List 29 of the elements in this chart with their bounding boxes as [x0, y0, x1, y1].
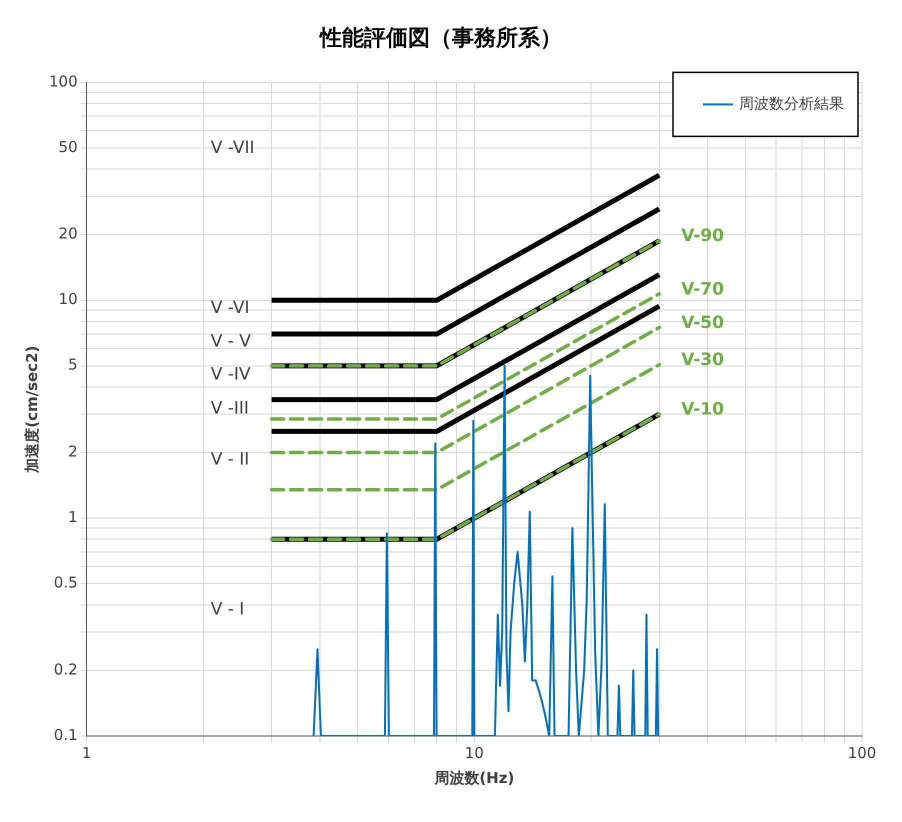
- annotation: V-70: [681, 279, 724, 300]
- x-axis-title: 周波数(Hz): [433, 768, 514, 787]
- y-tick-label: 100: [48, 72, 78, 90]
- y-tick-label: 0.5: [54, 574, 78, 592]
- y-tick-label: 2: [68, 442, 78, 460]
- annotation: V - II: [210, 450, 250, 470]
- annotation: V-50: [681, 312, 724, 333]
- y-tick-label: 0.2: [54, 660, 78, 678]
- x-tick-label: 1: [82, 744, 92, 762]
- annotation: V-90: [681, 226, 724, 246]
- annotation: V - I: [210, 599, 244, 620]
- annotation: V-10: [681, 400, 724, 420]
- y-tick-label: 50: [58, 138, 78, 156]
- annotation: V -IV: [210, 364, 251, 385]
- y-tick-label: 5: [68, 356, 78, 374]
- chart-title: 性能評価図（事務所系）: [318, 26, 562, 51]
- x-tick-label: 100: [848, 744, 876, 762]
- y-tick-label: 1: [68, 508, 78, 526]
- y-tick-label: 20: [58, 224, 78, 243]
- x-tick-label: 10: [464, 744, 484, 762]
- annotation: V -VII: [210, 138, 255, 158]
- annotation: V -III: [210, 398, 249, 419]
- y-axis-title: 加速度(cm/sec2): [22, 346, 41, 474]
- y-tick-label: 0.1: [54, 726, 78, 744]
- annotation: V - V: [210, 331, 252, 352]
- y-tick-label: 10: [58, 290, 78, 308]
- annotation: V -VI: [210, 298, 250, 318]
- annotation: V-30: [681, 350, 724, 370]
- legend-label: 周波数分析結果: [739, 94, 844, 112]
